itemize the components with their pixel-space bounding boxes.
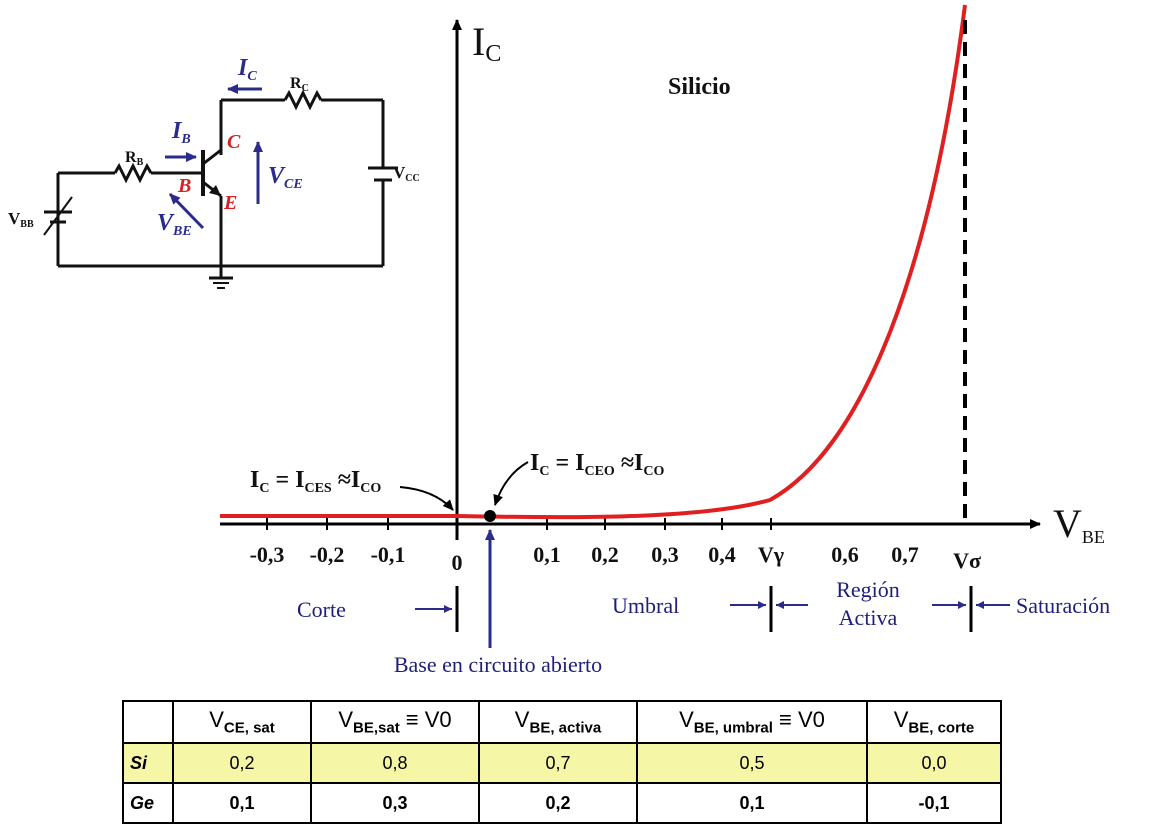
table-row: Si 0,2 0,8 0,7 0,5 0,0 xyxy=(122,742,1002,784)
material-label: Silicio xyxy=(668,74,731,100)
tick-label: Vγ xyxy=(758,542,784,567)
ic-vbe-curve xyxy=(220,4,967,520)
x-axis-label: VBE xyxy=(1053,501,1105,547)
ices-arrow xyxy=(399,486,454,511)
table-cell: 0,0 xyxy=(866,742,1002,784)
ic-label: IC xyxy=(237,55,257,84)
rb-resistor xyxy=(113,162,153,184)
vcc-label: VCC xyxy=(393,163,420,184)
table-header: VBE, umbral ≡ V0 xyxy=(636,700,868,744)
tick-label: 0,7 xyxy=(891,542,919,567)
tick-label: 0,2 xyxy=(591,542,619,567)
table-row: Ge 0,1 0,3 0,2 0,1 -0,1 xyxy=(122,782,1002,824)
tick-label: 0,4 xyxy=(708,542,736,567)
voltage-table: VCE, sat VBE,sat ≡ V0 VBE, activa VBE, u… xyxy=(122,700,1002,824)
vbe-label: VBE xyxy=(157,210,192,239)
table-header: VCE, sat xyxy=(172,700,312,744)
tick-label: 0,6 xyxy=(831,542,859,567)
iceo-annotation: IC = ICEO ≈ICO xyxy=(530,450,664,479)
table-cell: 0,1 xyxy=(636,782,868,824)
table-cell: -0,1 xyxy=(866,782,1002,824)
tick-marks xyxy=(266,518,772,530)
region-umbral: Umbral xyxy=(612,593,679,618)
tick-label: 0,3 xyxy=(651,542,679,567)
open-base-point xyxy=(484,510,496,522)
table-cell: 0,5 xyxy=(636,742,868,784)
table-cell: 0,3 xyxy=(310,782,480,824)
table-header: VBE,sat ≡ V0 xyxy=(310,700,480,744)
table-header: VBE, activa xyxy=(478,700,638,744)
table-header: VBE, corte xyxy=(866,700,1002,744)
vbe-arrow xyxy=(168,192,205,230)
table-cell-material: Si xyxy=(122,742,174,784)
tick-label: -0,1 xyxy=(371,542,406,567)
tick-label: -0,3 xyxy=(250,542,285,567)
tick-labels: -0,3 -0,2 -0,1 0 0,1 0,2 0,3 0,4 Vγ 0,6 … xyxy=(250,542,981,575)
region-boundaries xyxy=(455,586,973,632)
y-axis-label: IC xyxy=(472,19,501,67)
rb-label: RB xyxy=(125,149,144,168)
tick-label: Vσ xyxy=(953,548,981,573)
table-corner xyxy=(122,700,174,744)
bjt-circuit xyxy=(43,89,398,289)
transistor-diagram: IC VBE Silicio -0,3 -0,2 -0,1 0 0,1 0,2 … xyxy=(8,4,1110,677)
table-cell: 0,1 xyxy=(172,782,312,824)
vbb-label: VBB xyxy=(8,209,34,230)
region-corte: Corte xyxy=(297,597,346,622)
iceo-arrow xyxy=(493,461,529,506)
voltage-table-container: VCE, sat VBE,sat ≡ V0 VBE, activa VBE, u… xyxy=(122,700,1002,824)
rc-resistor xyxy=(283,89,323,111)
table-cell-material: Ge xyxy=(122,782,174,824)
ib-label: IB xyxy=(171,118,191,147)
open-base-label: Base en circuito abierto xyxy=(394,652,602,677)
transistor-collector xyxy=(202,148,222,166)
tick-label: 0 xyxy=(452,550,463,575)
emitter-arrow-head xyxy=(209,185,221,196)
table-cell: 0,2 xyxy=(172,742,312,784)
vbb-variable-arrow xyxy=(43,196,73,236)
emitter-label: E xyxy=(223,192,237,214)
table-cell: 0,7 xyxy=(478,742,638,784)
base-label: B xyxy=(177,175,191,197)
region-activa-line1: Región xyxy=(836,577,900,602)
collector-label: C xyxy=(227,131,241,153)
region-activa-line2: Activa xyxy=(839,605,898,630)
tick-label: 0,1 xyxy=(533,542,561,567)
ices-annotation: IC = ICES ≈ICO xyxy=(250,467,381,496)
table-cell: 0,8 xyxy=(310,742,480,784)
region-saturacion: Saturación xyxy=(1016,593,1110,618)
rc-label: RC xyxy=(290,75,309,94)
vce-label: VCE xyxy=(268,163,303,192)
table-cell: 0,2 xyxy=(478,782,638,824)
tick-label: -0,2 xyxy=(310,542,345,567)
table-header-row: VCE, sat VBE,sat ≡ V0 VBE, activa VBE, u… xyxy=(122,700,1002,744)
